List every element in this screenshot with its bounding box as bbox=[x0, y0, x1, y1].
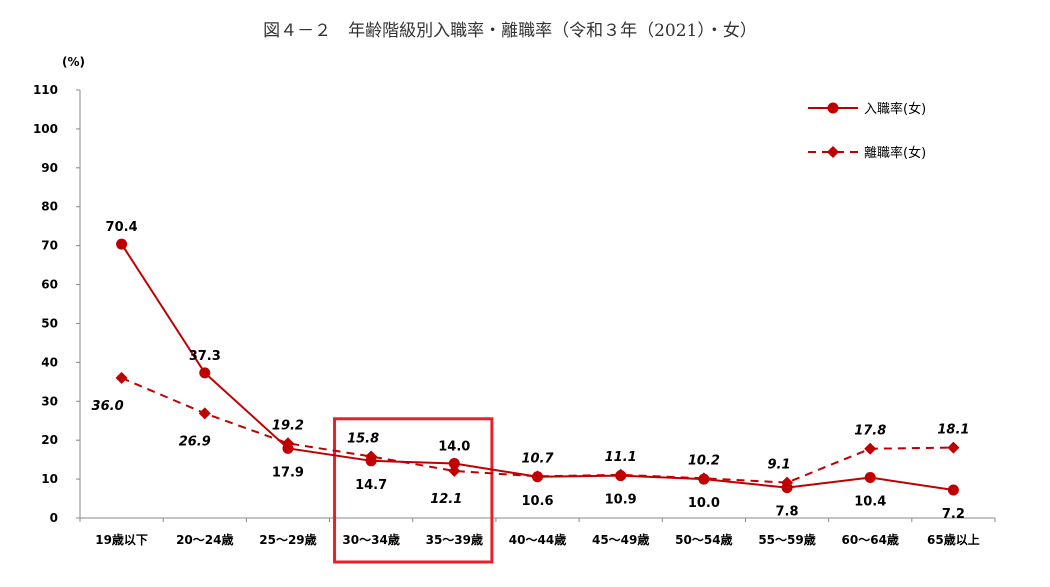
entry-rate-label: 10.6 bbox=[521, 494, 553, 509]
x-tick-label: 40～44歳 bbox=[509, 532, 566, 547]
y-tick-label: 20 bbox=[41, 433, 58, 447]
y-tick-label: 30 bbox=[41, 394, 58, 408]
exit-rate-label: 18.1 bbox=[937, 423, 969, 438]
y-tick-label: 50 bbox=[41, 316, 58, 330]
entry-rate-label: 14.0 bbox=[438, 440, 470, 455]
entry-rate-point bbox=[947, 484, 959, 496]
x-tick-label: 20～24歳 bbox=[176, 532, 233, 547]
y-tick-label: 10 bbox=[41, 472, 58, 486]
entry-rate-label: 70.4 bbox=[106, 220, 138, 235]
y-tick-label: 110 bbox=[33, 83, 58, 97]
legend-exit-marker bbox=[827, 146, 839, 158]
x-tick-label: 65歳以上 bbox=[927, 532, 980, 547]
exit-rate-label: 11.1 bbox=[605, 450, 637, 465]
entry-rate-label: 10.9 bbox=[605, 493, 637, 508]
entry-rate-point bbox=[698, 473, 710, 485]
exit-rate-point bbox=[947, 441, 960, 454]
series-line-exit-rate bbox=[121, 377, 954, 484]
axes: 0 10 20 30 40 50 60 70 80 90 100 110 19歳以下 20～24歳 25～2… bbox=[33, 83, 996, 547]
exit-rate-point bbox=[864, 442, 877, 455]
exit-rate-point bbox=[198, 407, 211, 420]
data-labels: 70.4 37.3 17.9 14.7 14.0 10.6 10.9 10.0 7.8 10.4 7… bbox=[92, 220, 970, 522]
y-tick-label: 100 bbox=[33, 122, 58, 136]
entry-rate-label: 10.4 bbox=[854, 495, 886, 510]
entry-rate-label: 14.7 bbox=[355, 478, 387, 493]
y-tick-label: 80 bbox=[41, 200, 58, 214]
y-tick-label: 70 bbox=[41, 239, 58, 253]
chart-title: 図４－２ 年齢階級別入職率・離職率（令和３年（2021）・女） bbox=[263, 21, 757, 41]
exit-rate-label: 10.7 bbox=[521, 451, 554, 466]
entry-rate-label: 37.3 bbox=[189, 349, 221, 364]
highlight-layer bbox=[333, 417, 494, 564]
legend-entry-label: 入職率(女) bbox=[864, 101, 926, 117]
x-tick-label: 60～64歳 bbox=[842, 532, 899, 547]
exit-rate-label: 36.0 bbox=[92, 399, 124, 414]
x-tick-label: 25～29歳 bbox=[259, 532, 316, 547]
exit-rate-point bbox=[115, 371, 128, 384]
exit-rate-label: 10.2 bbox=[688, 453, 720, 468]
x-tick-label: 55～59歳 bbox=[758, 532, 815, 547]
highlight-box bbox=[333, 417, 494, 564]
legend: 入職率(女) 離職率(女) bbox=[808, 101, 926, 161]
entry-rate-point bbox=[282, 442, 294, 454]
entry-rate-point bbox=[116, 238, 128, 250]
y-axis-unit: (%) bbox=[62, 55, 85, 69]
exit-rate-label: 26.9 bbox=[179, 434, 211, 449]
entry-rate-label: 7.2 bbox=[942, 507, 965, 522]
entry-rate-label: 17.9 bbox=[272, 465, 304, 480]
entry-rate-point bbox=[615, 470, 627, 482]
y-tick-label: 0 bbox=[50, 511, 58, 525]
y-tick-label: 40 bbox=[41, 355, 58, 369]
entry-rate-point bbox=[781, 482, 793, 494]
exit-rate-label: 12.1 bbox=[430, 492, 462, 507]
series-layer bbox=[115, 238, 960, 496]
y-tick-label: 60 bbox=[41, 278, 58, 292]
entry-rate-label: 7.8 bbox=[776, 505, 799, 520]
x-tick-label: 50～54歳 bbox=[675, 532, 732, 547]
legend-entry-marker bbox=[827, 102, 839, 114]
exit-rate-label: 17.8 bbox=[854, 424, 886, 439]
exit-rate-label: 19.2 bbox=[272, 418, 304, 433]
entry-rate-label: 10.0 bbox=[688, 496, 720, 511]
x-tick-label: 45～49歳 bbox=[592, 532, 649, 547]
entry-rate-point bbox=[448, 458, 460, 470]
x-tick-label: 30～34歳 bbox=[342, 532, 399, 547]
entry-rate-point bbox=[532, 471, 543, 483]
entry-rate-point bbox=[199, 367, 211, 379]
exit-rate-label: 15.8 bbox=[347, 432, 379, 447]
legend-exit-label: 離職率(女) bbox=[864, 145, 926, 161]
x-tick-label: 35～39歳 bbox=[426, 532, 483, 547]
entry-rate-point bbox=[864, 472, 876, 484]
exit-rate-label: 9.1 bbox=[768, 458, 791, 473]
x-tick-label: 19歳以下 bbox=[95, 532, 148, 547]
entry-rate-point bbox=[365, 455, 377, 467]
y-tick-label: 90 bbox=[41, 161, 58, 175]
